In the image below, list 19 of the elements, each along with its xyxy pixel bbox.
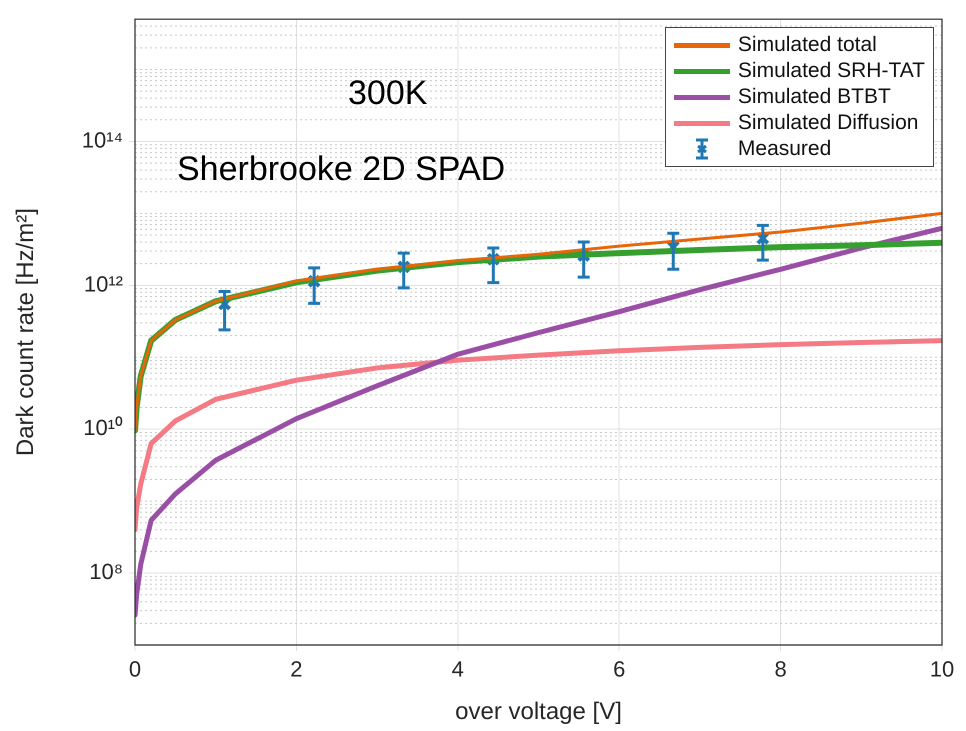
y-tick-label: 10¹⁴ [82,127,123,152]
x-axis-title: over voltage [V] [455,698,622,726]
legend-label: Simulated SRH-TAT [738,59,925,84]
annotation: Sherbrooke 2D SPAD [177,150,506,189]
legend-label: Measured [738,137,832,162]
legend-label: Simulated BTBT [738,85,891,110]
y-tick-label: 10¹² [84,271,123,296]
x-tick-label: 6 [613,656,626,682]
x-tick-label: 4 [452,656,464,682]
y-tick-label: 10¹⁰ [83,415,123,440]
x-tick-label: 10 [930,656,954,682]
legend-label: Simulated Diffusion [738,111,918,136]
x-tick-label: 2 [290,656,303,682]
y-tick-label: 10⁸ [89,559,123,584]
legend-label: Simulated total [738,33,877,58]
x-tick-label: 8 [774,656,787,682]
annotation: 300K [348,74,428,113]
x-tick-label: 0 [128,656,142,682]
y-axis-title: Dark count rate [Hz/m²] [12,208,40,456]
